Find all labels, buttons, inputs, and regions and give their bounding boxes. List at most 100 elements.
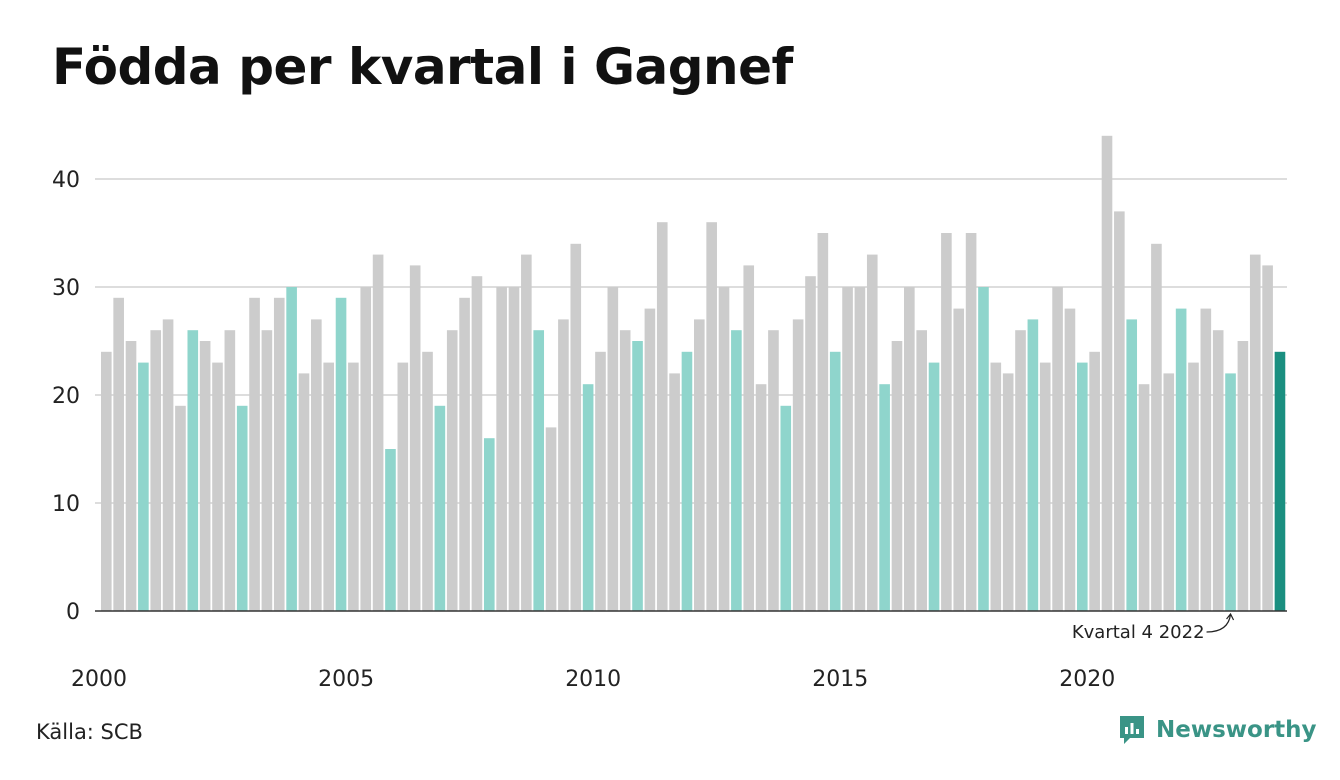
bar xyxy=(360,287,372,611)
annotation-label: Kvartal 4 2022 xyxy=(1072,622,1205,643)
bar xyxy=(978,287,989,611)
bar xyxy=(434,405,446,611)
bar xyxy=(694,319,705,611)
bar xyxy=(1015,330,1026,611)
bar xyxy=(854,287,866,611)
bar xyxy=(607,287,619,611)
bar xyxy=(1200,308,1212,611)
bar xyxy=(1237,341,1249,611)
x-tick-label: 2020 xyxy=(1059,667,1115,692)
bar xyxy=(916,330,927,611)
bar xyxy=(175,405,186,611)
bar xyxy=(842,287,853,611)
bar xyxy=(496,287,507,611)
bar xyxy=(162,319,174,611)
bar xyxy=(681,351,693,611)
x-tick-label: 2010 xyxy=(565,667,621,692)
x-tick-label: 2015 xyxy=(812,667,868,692)
bar xyxy=(471,276,483,611)
x-tick-label: 2000 xyxy=(71,667,127,692)
bar xyxy=(1249,254,1261,611)
x-axis-ticks: 2000 2005 2010 2015 2020 xyxy=(71,667,1115,692)
bar xyxy=(780,405,792,611)
bar xyxy=(397,362,409,611)
bar xyxy=(298,373,310,611)
bar xyxy=(632,341,643,611)
bar xyxy=(1114,211,1125,611)
bar xyxy=(619,330,631,611)
bar xyxy=(928,362,940,611)
bar xyxy=(125,341,137,611)
bar xyxy=(1163,373,1175,611)
bar xyxy=(446,330,458,611)
bar xyxy=(199,341,211,611)
y-axis-ticks: 0 10 20 30 40 xyxy=(52,168,80,625)
bar xyxy=(212,362,223,611)
y-tick-label: 0 xyxy=(66,600,80,625)
bar xyxy=(891,341,903,611)
bar xyxy=(187,330,199,611)
bar xyxy=(236,405,248,611)
bar xyxy=(101,351,112,611)
bar xyxy=(323,362,334,611)
bar xyxy=(656,222,668,611)
bar xyxy=(1188,362,1199,611)
bar xyxy=(817,233,829,611)
bar xyxy=(150,330,162,611)
annotation: Kvartal 4 2022 xyxy=(1072,612,1235,643)
y-tick-label: 40 xyxy=(52,168,80,193)
bar xyxy=(669,373,680,611)
bar xyxy=(508,287,520,611)
bar xyxy=(1027,319,1039,611)
bar xyxy=(113,297,124,611)
bar xyxy=(743,265,755,611)
bar xyxy=(1175,308,1187,611)
bar xyxy=(731,330,742,611)
bar xyxy=(1052,287,1063,611)
source-label: Källa: SCB xyxy=(36,720,143,744)
x-tick-label: 2005 xyxy=(318,667,374,692)
bar xyxy=(558,319,569,611)
bar xyxy=(805,276,816,611)
bar xyxy=(866,254,878,611)
bar xyxy=(755,384,767,611)
bar xyxy=(335,297,347,611)
bar xyxy=(1076,362,1088,611)
bar xyxy=(965,233,977,611)
y-tick-label: 10 xyxy=(52,492,80,517)
bar xyxy=(372,254,384,611)
bar xyxy=(941,233,952,611)
bar xyxy=(1138,384,1150,611)
bar xyxy=(286,287,297,611)
bar xyxy=(953,308,965,611)
newsworthy-logo-icon xyxy=(1120,716,1144,744)
bar xyxy=(595,351,606,611)
bar xyxy=(483,438,495,611)
bar xyxy=(1002,373,1014,611)
bar xyxy=(1039,362,1051,611)
y-tick-label: 30 xyxy=(52,276,80,301)
bar xyxy=(1101,135,1113,612)
bar xyxy=(261,330,273,611)
bar xyxy=(718,287,730,611)
bar xyxy=(879,384,890,611)
bar xyxy=(1225,373,1236,611)
bar xyxy=(1274,351,1286,611)
bar xyxy=(422,351,433,611)
bar xyxy=(582,384,594,611)
bar xyxy=(459,297,470,611)
bar xyxy=(990,362,1002,611)
bar xyxy=(138,362,149,611)
brand-logo: Newsworthy xyxy=(1118,714,1317,746)
bar xyxy=(768,330,779,611)
bar xyxy=(1126,319,1138,611)
bar xyxy=(706,222,717,611)
bars xyxy=(101,135,1286,612)
brand-name: Newsworthy xyxy=(1156,717,1317,743)
bar xyxy=(224,330,236,611)
bar xyxy=(792,319,804,611)
y-tick-label: 20 xyxy=(52,384,80,409)
bar xyxy=(273,297,285,611)
bar xyxy=(570,243,582,612)
